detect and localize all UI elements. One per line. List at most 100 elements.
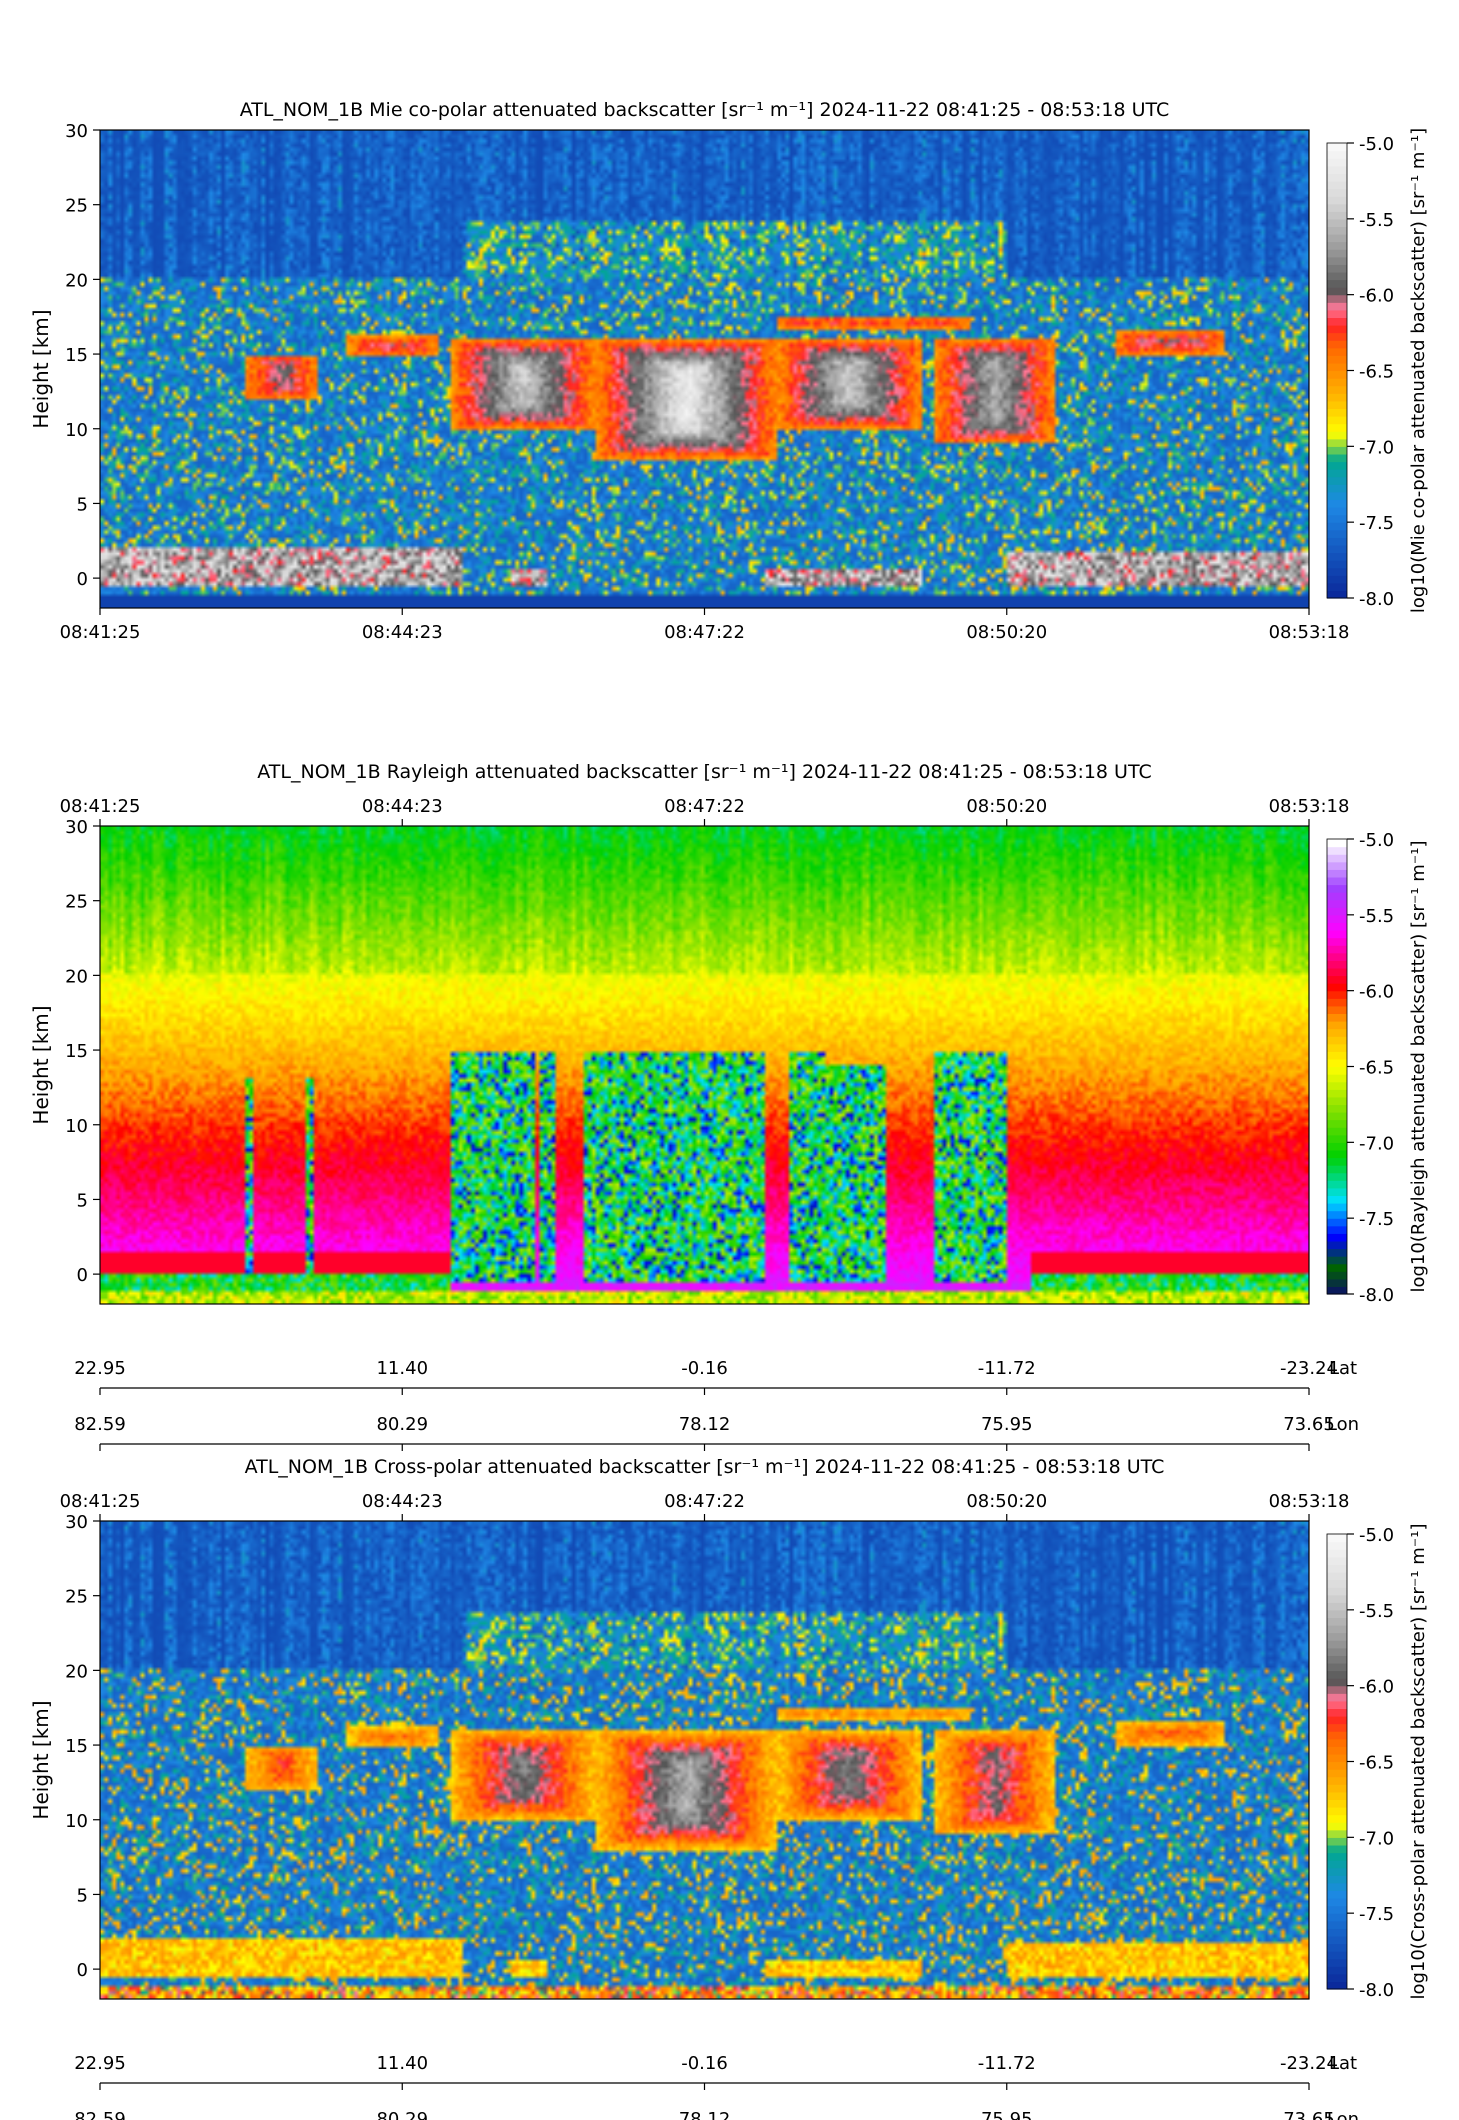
colorbar-segment	[1327, 1662, 1347, 1672]
colorbar-segment	[1327, 302, 1347, 311]
colorbar-segment	[1327, 469, 1347, 478]
panel-cross: ATL_NOM_1B Cross-polar attenuated backsc…	[29, 1456, 1429, 2120]
colorbar-segment	[1327, 1043, 1347, 1052]
colorbar-segment	[1327, 1700, 1347, 1710]
y-tick-label: 5	[77, 1885, 88, 1906]
colorbar-segment	[1327, 1602, 1347, 1611]
time-tick-label: 08:47:22	[664, 1491, 745, 1512]
colorbar-segment	[1327, 1632, 1347, 1641]
colorbar-segment	[1327, 1844, 1347, 1854]
colorbar-segment	[1327, 945, 1347, 954]
heatmap-image	[100, 130, 1309, 608]
y-tick-label: 20	[65, 270, 88, 291]
colorbar-tick-label: -6.0	[1359, 982, 1394, 1003]
lat-tick-label: 22.95	[74, 1358, 126, 1379]
y-tick-label: 30	[65, 817, 88, 838]
colorbar-segment	[1327, 507, 1347, 516]
colorbar-segment	[1327, 892, 1347, 901]
colorbar-segment	[1327, 211, 1347, 220]
colorbar-segment	[1327, 484, 1347, 493]
colorbar-label: log10(Rayleigh attenuated backscatter) […	[1408, 840, 1429, 1292]
colorbar-segment	[1327, 1278, 1347, 1288]
colorbar-segment	[1327, 1746, 1347, 1755]
time-tick-label: 08:47:22	[664, 622, 745, 643]
colorbar-tick-label: -5.0	[1359, 134, 1394, 155]
colorbar-segment	[1327, 1127, 1347, 1136]
colorbar-segment	[1327, 241, 1347, 250]
colorbar-segment	[1327, 1036, 1347, 1045]
colorbar-segment	[1327, 846, 1347, 855]
colorbar-segment	[1327, 416, 1347, 425]
colorbar-segment	[1327, 218, 1347, 228]
colorbar-segment	[1327, 1973, 1347, 1983]
colorbar-segment	[1327, 249, 1347, 258]
colorbar-segment	[1327, 1564, 1347, 1573]
colorbar-tick-label: -5.5	[1359, 1601, 1394, 1622]
time-tick-label: 08:53:18	[1269, 1491, 1350, 1512]
colorbar-segment	[1327, 1218, 1347, 1227]
colorbar-tick-label: -5.0	[1359, 1525, 1394, 1546]
colorbar-segment	[1327, 1640, 1347, 1649]
colorbar-segment	[1327, 1951, 1347, 1960]
chart-title: ATL_NOM_1B Mie co-polar attenuated backs…	[240, 99, 1170, 121]
colorbar-segment	[1327, 1867, 1347, 1876]
panel-mie: ATL_NOM_1B Mie co-polar attenuated backs…	[29, 99, 1429, 643]
colorbar-segment	[1327, 1769, 1347, 1778]
colorbar-segment	[1327, 1233, 1347, 1242]
colorbar-segment	[1327, 582, 1347, 592]
colorbar-segment	[1327, 1905, 1347, 1914]
colorbar-tick-label: -7.0	[1359, 1133, 1394, 1154]
colorbar-tick-label: -6.5	[1359, 1753, 1394, 1774]
colorbar-segment	[1327, 1678, 1347, 1687]
y-axis-label: Height [km]	[29, 309, 53, 428]
colorbar-segment	[1327, 150, 1347, 159]
colorbar-segment	[1327, 408, 1347, 417]
colorbar-segment	[1327, 362, 1347, 372]
colorbar-segment	[1327, 309, 1347, 319]
colorbar-segment	[1327, 907, 1347, 916]
colorbar-tick-label: -7.0	[1359, 1828, 1394, 1849]
y-tick-label: 20	[65, 1661, 88, 1682]
y-tick-label: 5	[77, 1190, 88, 1211]
colorbar-segment	[1327, 590, 1347, 599]
time-tick-label: 08:53:18	[1269, 622, 1350, 643]
colorbar-segment	[1327, 1928, 1347, 1937]
colorbar-segment	[1327, 1655, 1347, 1664]
colorbar-segment	[1327, 1943, 1347, 1952]
colorbar-tick-label: -7.5	[1359, 1904, 1394, 1925]
colorbar-segment	[1327, 271, 1347, 281]
colorbar-segment	[1327, 1058, 1347, 1068]
colorbar-segment	[1327, 1271, 1347, 1280]
lon-tick-label: 78.12	[679, 1414, 731, 1435]
time-tick-label: 08:53:18	[1269, 796, 1350, 817]
colorbar-segment	[1327, 952, 1347, 961]
colorbar-segment	[1327, 1240, 1347, 1250]
lat-tick-label: -0.16	[681, 2053, 728, 2074]
lon-tick-label: 73.65	[1283, 2109, 1335, 2120]
colorbar-segment	[1327, 378, 1347, 387]
lat-tick-label: 11.40	[376, 1358, 428, 1379]
colorbar-segment	[1327, 930, 1347, 939]
colorbar-tick-label: -5.0	[1359, 830, 1394, 851]
colorbar-segment	[1327, 294, 1347, 303]
colorbar-segment	[1327, 1738, 1347, 1747]
colorbar-segment	[1327, 1685, 1347, 1694]
y-tick-label: 0	[77, 1265, 88, 1286]
colorbar-segment	[1327, 983, 1347, 992]
colorbar-tick-label: -5.5	[1359, 210, 1394, 231]
colorbar-segment	[1327, 967, 1347, 977]
colorbar-segment	[1327, 1165, 1347, 1174]
lat-tick-label: -0.16	[681, 1358, 728, 1379]
colorbar-tick-label: -7.5	[1359, 513, 1394, 534]
colorbar-segment	[1327, 876, 1347, 886]
y-axis-label: Height [km]	[29, 1005, 53, 1124]
colorbar-segment	[1327, 1935, 1347, 1945]
lat-tick-label: -11.72	[978, 2053, 1036, 2074]
lat-tick-label: -11.72	[978, 1358, 1036, 1379]
colorbar-segment	[1327, 203, 1347, 212]
colorbar-segment	[1327, 461, 1347, 470]
colorbar-segment	[1327, 1837, 1347, 1846]
colorbar-segment	[1327, 1157, 1347, 1166]
colorbar-segment	[1327, 1203, 1347, 1212]
colorbar-segment	[1327, 188, 1347, 197]
